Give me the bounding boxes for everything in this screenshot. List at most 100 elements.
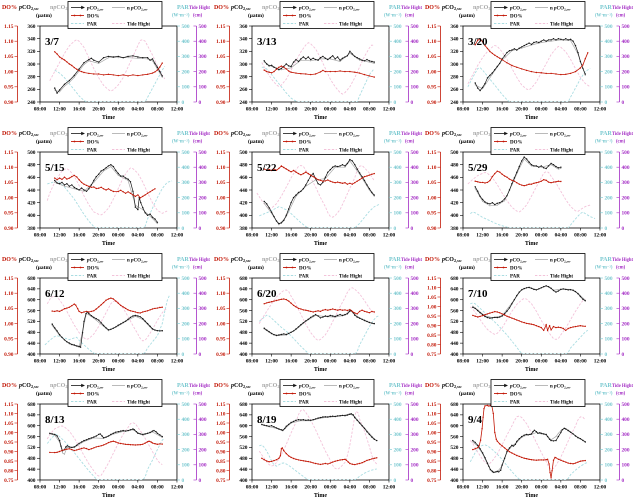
legend-label-pco2: pCO2,sw [509,258,527,263]
x-axis-label: Time [102,115,116,121]
do-tick-label: 0.90 [4,226,14,232]
tide-axis-unit: (cm) [193,392,203,397]
pco2-tick-label: 640 [239,413,247,419]
tide-tick-label: 0 [410,100,413,106]
pco2-tick-label: 280 [27,74,35,80]
pco2-tick-label: 400 [451,478,459,484]
do-tick-label: 1.05 [216,180,226,186]
pco2-axis-unit: (μatm) [248,390,264,397]
par-axis-unit: (W·m⁻²) [172,391,190,397]
x-tick-label: 20:00 [304,484,317,490]
do-line [472,405,586,478]
x-tick-label: 04:00 [555,358,568,364]
x-tick-label: 12:00 [171,484,184,490]
tide-tick-label: 0 [622,226,625,232]
legend: pCO2,sw DO% PAR n pCO2,sw Tide Hight [67,1,163,29]
par-axis-title: PAR [389,5,402,11]
tide-axis-title: Tide Hight [612,383,633,389]
panel-8-19: DO%pCO2,swnpCO2,sw(μatm)PAR(W·m⁻²)Tide H… [214,379,422,499]
do-tick-label: 0.95 [4,440,14,446]
x-tick-label: 12:00 [477,484,490,490]
panel-date-label: 6/20 [257,288,277,300]
panel-5-15: DO%pCO2,swnpCO2,sw(μatm)PAR(W·m⁻²)Tide H… [2,127,210,247]
do-tick-label: 1.05 [216,54,226,60]
pco2-tick-label: 560 [27,434,35,440]
legend-label-npco2: n pCO2,sw [550,132,571,137]
x-tick-label: 16:00 [73,106,86,112]
pco2-line [263,159,375,224]
legend-label-tide: Tide Hight [339,274,362,279]
do-tick-label: 0.95 [216,440,226,446]
tide-axis-unit: (cm) [616,140,626,145]
do-axis-title: DO% [214,383,229,389]
legend: pCO2,sw DO% PAR n pCO2,sw Tide Hight [490,253,586,281]
pco2-axis-unit: (μatm) [248,138,264,145]
x-axis-label: Time [525,367,539,373]
pco2-axis-unit: (μatm) [36,138,52,145]
par-tick-label: 400 [181,417,189,423]
tide-line [467,45,591,91]
legend: pCO2,sw DO% PAR n pCO2,sw Tide Hight [67,127,163,155]
tide-tick-label: 300 [622,432,630,438]
pco2-line [49,428,163,452]
x-tick-label: 08:00 [363,484,376,490]
legend: pCO2,sw DO% PAR n pCO2,sw Tide Hight [490,379,586,407]
tide-tick-label: 100 [410,337,418,343]
par-tick-label: 500 [605,276,613,282]
tide-tick-label: 400 [622,39,630,45]
par-tick-label: 400 [605,291,613,297]
tide-axis-unit: (cm) [405,140,415,145]
x-tick-label: 12:00 [594,358,607,364]
tide-tick-label: 500 [198,150,206,156]
tide-tick-label: 100 [198,463,206,469]
panel-date-label: 9/4 [468,414,483,426]
x-tick-label: 08:00 [457,358,470,364]
x-tick-label: 20:00 [92,106,105,112]
x-tick-label: 08:00 [574,232,587,238]
pco2-tick-label: 360 [27,24,35,30]
tide-tick-label: 200 [198,195,206,201]
par-tick-label: 200 [605,321,613,327]
x-tick-label: 16:00 [496,484,509,490]
x-tick-label: 12:00 [53,484,66,490]
panel-3-7: DO%pCO2,swnpCO2,sw(μatm)PAR(W·m⁻²)Tide H… [2,1,210,121]
do-tick-label: 1.05 [4,421,14,427]
legend-label-tide: Tide Hight [339,148,362,153]
par-tick-label: 0 [393,226,396,232]
par-tick-label: 300 [393,432,401,438]
tide-line [467,171,591,213]
legend-label-par: PAR [510,274,520,279]
tide-tick-label: 100 [410,211,418,217]
do-tick-label: 1.05 [4,54,14,60]
do-tick-label: 1.15 [216,24,226,30]
do-tick-label: 1.05 [427,180,437,186]
pco2-tick-label: 320 [451,49,459,55]
tide-tick-label: 400 [198,165,206,171]
par-tick-label: 400 [181,165,189,171]
par-line [258,444,377,480]
legend-label-par: PAR [510,148,520,153]
do-tick-label: 1.05 [4,306,14,312]
panel-date-label: 8/13 [45,414,65,426]
pco2-tick-label: 440 [239,341,247,347]
do-tick-label: 0.85 [427,333,437,339]
panel-3-13: DO%pCO2,swnpCO2,sw(μatm)PAR(W·m⁻²)Tide H… [214,1,422,121]
pco2-tick-label: 680 [451,276,459,282]
do-tick-label: 0.85 [216,459,226,465]
pco2-line [54,55,163,94]
par-tick-label: 500 [393,402,401,408]
x-tick-label: 04:00 [343,484,356,490]
do-tick-label: 1.05 [216,306,226,312]
pco2-tick-label: 300 [27,62,35,68]
tide-tick-label: 0 [410,352,413,358]
do-tick-label: 1.15 [4,402,14,408]
x-tick-label: 12:00 [382,232,395,238]
series-area [46,164,173,228]
x-tick-label: 00:00 [112,358,125,364]
do-tick-label: 0.95 [4,85,14,91]
panel-date-label: 5/22 [257,162,277,174]
pco2-tick-label: 600 [239,298,247,304]
do-tick-label: 1.00 [4,321,14,327]
legend-label-par: PAR [299,148,309,153]
pco2-tick-label: 680 [451,402,459,408]
